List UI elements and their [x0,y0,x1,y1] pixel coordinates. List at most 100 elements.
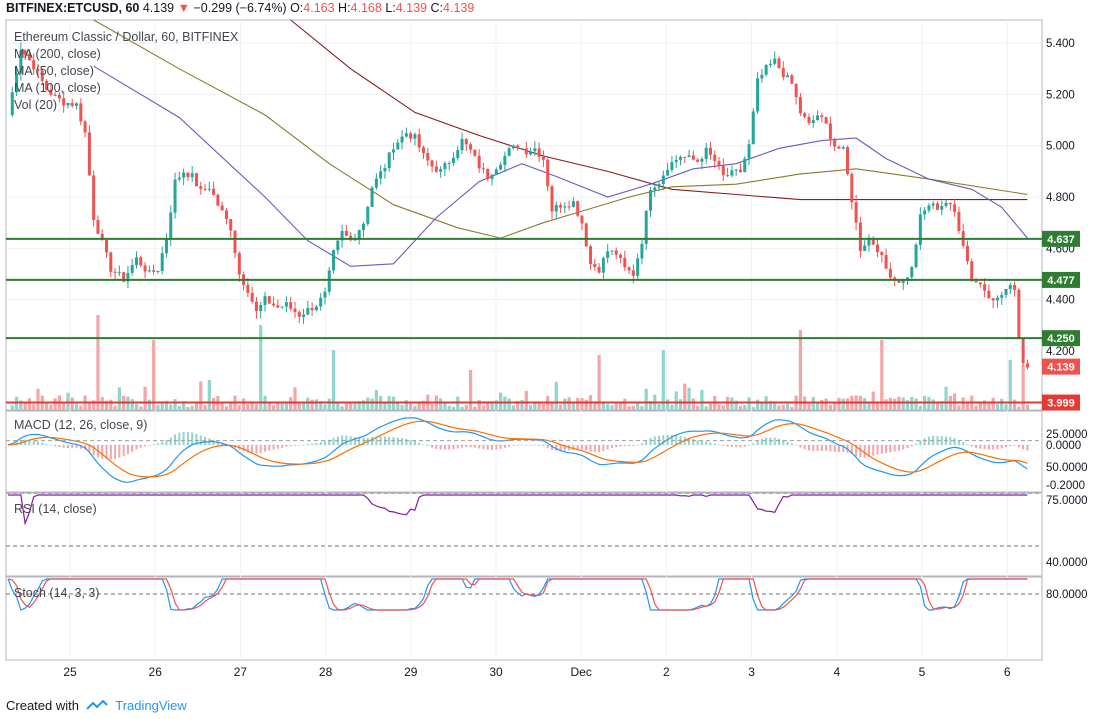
candle-body[interactable] [216,194,220,206]
candle-body[interactable] [957,211,961,232]
candle-body[interactable] [280,306,284,308]
candle-body[interactable] [550,186,554,212]
candle-body[interactable] [451,157,455,163]
candle-body[interactable] [336,240,340,251]
candle-body[interactable] [897,279,901,283]
candle-body[interactable] [743,158,747,173]
candle-body[interactable] [194,173,198,187]
candle-body[interactable] [764,64,768,75]
candle-body[interactable] [490,174,494,180]
candle-body[interactable] [357,230,361,239]
candle-body[interactable] [567,206,571,208]
candle-body[interactable] [978,282,982,285]
candle-body[interactable] [263,296,267,305]
candle-body[interactable] [62,98,66,106]
candle-body[interactable] [970,261,974,282]
candle-body[interactable] [224,210,228,219]
candle-body[interactable] [858,222,862,251]
candle-body[interactable] [190,173,194,178]
candle-body[interactable] [944,202,948,206]
candle-body[interactable] [507,148,511,156]
candle-body[interactable] [421,147,425,154]
macd-legend[interactable]: MACD (12, 26, close, 9) [14,418,148,432]
candle-body[interactable] [546,159,550,187]
candle-body[interactable] [927,205,931,211]
candle-body[interactable] [614,250,618,255]
ma100-line[interactable] [93,19,1028,239]
candle-body[interactable] [96,220,100,234]
candle-body[interactable] [867,237,871,246]
candle-body[interactable] [537,148,541,157]
candle-body[interactable] [691,155,695,160]
candle-body[interactable] [310,308,314,311]
candle-body[interactable] [117,272,121,274]
candle-body[interactable] [45,80,49,90]
candle-body[interactable] [678,156,682,160]
candle-body[interactable] [430,160,434,167]
candle-body[interactable] [717,161,721,166]
candle-body[interactable] [589,246,593,264]
candle-body[interactable] [284,302,288,307]
candle-body[interactable] [876,244,880,253]
candle-body[interactable] [640,243,644,259]
candle-body[interactable] [130,265,134,273]
candle-body[interactable] [267,296,271,304]
candle-body[interactable] [524,148,528,155]
candle-body[interactable] [901,280,905,283]
candle-body[interactable] [841,147,845,149]
candle-body[interactable] [850,174,854,203]
ma50-line[interactable] [93,65,1028,267]
candle-body[interactable] [790,75,794,84]
candle-body[interactable] [683,156,687,158]
candle-body[interactable] [747,144,751,159]
candle-body[interactable] [965,245,969,262]
candle-body[interactable] [516,145,520,149]
candle-body[interactable] [332,250,336,271]
candle-body[interactable] [644,210,648,244]
candle-body[interactable] [803,113,807,117]
candle-body[interactable] [443,163,447,170]
candle-body[interactable] [15,73,19,93]
candle-body[interactable] [580,215,584,224]
candle-body[interactable] [987,290,991,299]
candle-body[interactable] [469,144,473,150]
stoch-legend[interactable]: Stoch (14, 3, 3) [14,586,100,600]
candle-body[interactable] [379,171,383,179]
candle-body[interactable] [173,179,177,213]
candle-body[interactable] [631,270,635,276]
ma50-legend[interactable]: MA (50, close) [14,64,94,78]
price-pane[interactable] [5,19,1043,411]
candle-body[interactable] [888,268,892,278]
candle-body[interactable] [1008,285,1012,289]
candle-body[interactable] [23,50,27,55]
candle-body[interactable] [738,169,742,173]
candle-body[interactable] [863,245,867,251]
candle-body[interactable] [931,203,935,206]
candle-body[interactable] [751,111,755,145]
stoch-d-line[interactable] [7,578,1028,611]
candle-body[interactable] [1021,338,1025,364]
candle-body[interactable] [323,291,327,298]
candle-body[interactable] [824,117,828,124]
candle-body[interactable] [674,159,678,163]
candle-body[interactable] [918,214,922,245]
candle-body[interactable] [708,147,712,155]
candle-body[interactable] [541,156,545,160]
ma100-legend[interactable]: MA (100, close) [14,81,101,95]
candle-body[interactable] [366,206,370,224]
candle-body[interactable] [87,132,91,176]
candle-body[interactable] [820,115,824,118]
candle-body[interactable] [75,103,79,106]
candle-body[interactable] [49,89,53,95]
candle-body[interactable] [1013,285,1017,290]
candle-body[interactable] [499,164,503,170]
candle-body[interactable] [730,170,734,176]
candle-body[interactable] [439,169,443,172]
candle-body[interactable] [53,94,57,96]
candle-body[interactable] [374,178,378,188]
candle-body[interactable] [156,270,160,272]
candle-body[interactable] [554,205,558,212]
candle-body[interactable] [383,168,387,172]
candle-body[interactable] [164,239,168,254]
